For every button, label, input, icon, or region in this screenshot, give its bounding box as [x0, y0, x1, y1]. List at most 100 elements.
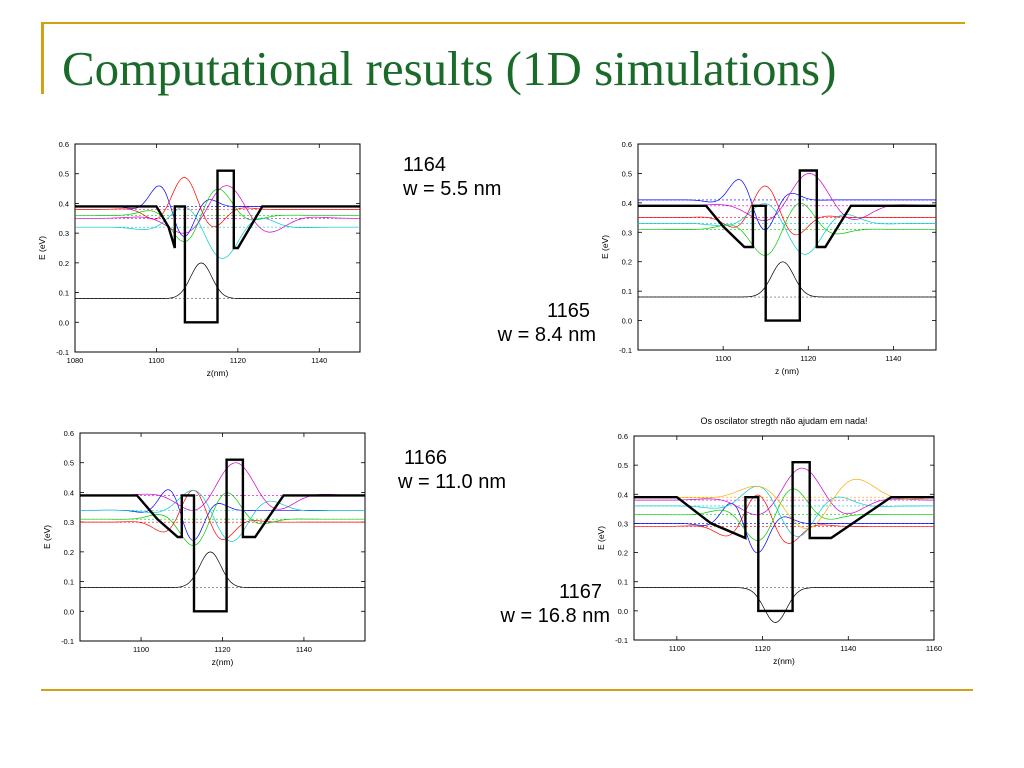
y-tick-label: 0.0 — [64, 607, 74, 616]
x-tick-label: 1160 — [926, 644, 942, 653]
y-tick-label: 0.3 — [618, 519, 628, 528]
potential-profile-line — [634, 461, 934, 613]
y-tick-label: 0.6 — [618, 432, 628, 441]
y-tick-label: 0.4 — [618, 490, 628, 499]
wavefunction-line — [634, 478, 934, 529]
slide-title: Computational results (1D simulations) — [62, 41, 837, 96]
chart-1165: -0.1 0.0 0.1 0.2 0.3 0.4 0.5 0.6 1100 1120 1140 z (… — [598, 136, 943, 381]
well-width: w = 8.4 nm — [497, 324, 596, 346]
plot-frame — [633, 435, 935, 641]
plot-area — [75, 169, 360, 324]
well-width: w = 16.8 nm — [500, 605, 610, 627]
y-tick-label: 0.4 — [622, 199, 632, 208]
x-axis-label: z(nm) — [773, 656, 795, 666]
sample-number: 1166 — [404, 447, 448, 469]
x-tick-label: 1120 — [800, 354, 816, 363]
y-tick-label: 0.6 — [64, 429, 74, 438]
potential-profile-line — [80, 458, 365, 613]
x-tick-label: 1100 — [715, 354, 731, 363]
wavefunction-line — [638, 203, 936, 255]
x-axis-label: z(nm) — [212, 657, 234, 667]
y-tick-label: 0.2 — [618, 549, 628, 558]
x-tick-label: 1120 — [230, 356, 246, 365]
title-rule — [41, 22, 965, 24]
y-tick-label: 0.5 — [59, 170, 69, 179]
x-tick-label: 1140 — [311, 356, 327, 365]
y-tick-label: 0.0 — [618, 607, 628, 616]
y-tick-label: 0.2 — [59, 259, 69, 268]
y-axis-label: E (eV) — [596, 526, 606, 550]
potential-profile-line — [75, 169, 360, 324]
chart-1166: -0.1 0.0 0.1 0.2 0.3 0.4 0.5 0.6 1100 1120 1140 z(n… — [30, 425, 370, 675]
x-axis-label: z(nm) — [207, 368, 229, 378]
wavefunction-line — [638, 185, 936, 236]
y-tick-label: 0.6 — [59, 140, 69, 149]
sample-number: 1165 — [546, 300, 590, 322]
sample-number: 1164 — [403, 154, 447, 176]
y-tick-label: 0.2 — [622, 258, 632, 267]
y-tick-label: 0.0 — [59, 318, 69, 327]
label-1165: 1165 w = 8.4 nm — [470, 299, 596, 347]
ground-wavefunction — [638, 261, 936, 298]
chart-1167: Os oscilator stregth não ajudam em nada!… — [596, 412, 948, 674]
x-tick-label: 1080 — [67, 356, 84, 365]
x-tick-label: 1120 — [214, 645, 230, 654]
y-tick-label: 0.5 — [622, 169, 632, 178]
bottom-rule — [41, 689, 973, 691]
y-tick-label: -0.1 — [619, 346, 632, 355]
sample-number: 1167 — [558, 581, 602, 603]
x-tick-label: 1140 — [840, 644, 856, 653]
wavefunction-line — [634, 485, 934, 537]
wavefunction-line — [634, 467, 934, 516]
y-tick-label: -0.1 — [61, 637, 74, 646]
wavefunction-line — [80, 489, 365, 542]
potential-profile-line — [638, 169, 936, 322]
y-tick-label: 0.4 — [59, 199, 69, 208]
y-tick-label: -0.1 — [56, 348, 69, 357]
x-tick-label: 1100 — [133, 645, 149, 654]
title-accent-bar — [41, 22, 44, 94]
wavefunction-line — [638, 179, 936, 231]
y-axis-label: E (eV) — [42, 525, 52, 549]
plot-frame — [79, 432, 366, 642]
y-tick-label: -0.1 — [615, 636, 628, 645]
y-tick-label: 0.0 — [622, 317, 632, 326]
plot-area — [80, 458, 365, 613]
well-width: w = 5.5 nm — [403, 178, 502, 200]
y-tick-label: 0.2 — [64, 548, 74, 557]
wavefunction-line — [634, 502, 934, 554]
chart-1164: -0.1 0.0 0.1 0.2 0.3 0.4 0.5 0.6 1080 1100 1120 114… — [30, 136, 370, 386]
y-tick-label: 0.1 — [618, 578, 628, 587]
well-width: w = 11.0 nm — [398, 471, 507, 493]
x-tick-label: 1100 — [148, 356, 164, 365]
x-tick-label: 1120 — [755, 644, 771, 653]
y-tick-label: 0.5 — [618, 461, 628, 470]
plot-frame — [74, 143, 361, 353]
wavefunction-line — [638, 202, 936, 256]
plot-frame — [637, 143, 937, 351]
x-axis-label: z (nm) — [775, 366, 799, 376]
x-tick-label: 1100 — [669, 644, 685, 653]
y-tick-label: 0.4 — [64, 488, 74, 497]
y-tick-label: 0.3 — [59, 229, 69, 238]
wavefunction-line — [80, 492, 365, 546]
y-tick-label: 0.1 — [64, 578, 74, 587]
label-1166: 1166 w = 11.0 nm — [398, 446, 506, 494]
ground-wavefunction — [80, 551, 365, 588]
y-tick-label: 0.5 — [64, 459, 74, 468]
y-axis-label: E (eV) — [37, 236, 47, 260]
y-tick-label: 0.1 — [59, 289, 69, 298]
ground-wavefunction — [634, 587, 934, 623]
wavefunction-line — [638, 173, 936, 221]
y-axis-label: E (eV) — [600, 235, 610, 259]
y-tick-label: 0.6 — [622, 140, 632, 149]
wavefunction-line — [80, 489, 365, 540]
y-tick-label: 0.3 — [622, 228, 632, 237]
chart-title: Os oscilator stregth não ajudam em nada! — [700, 416, 867, 426]
x-tick-label: 1140 — [885, 354, 901, 363]
wavefunction-line — [80, 462, 365, 511]
wavefunction-line — [634, 488, 934, 541]
x-tick-label: 1140 — [296, 645, 312, 654]
wavefunction-line — [80, 489, 365, 541]
label-1164: 1164 w = 5.5 nm — [403, 153, 501, 201]
